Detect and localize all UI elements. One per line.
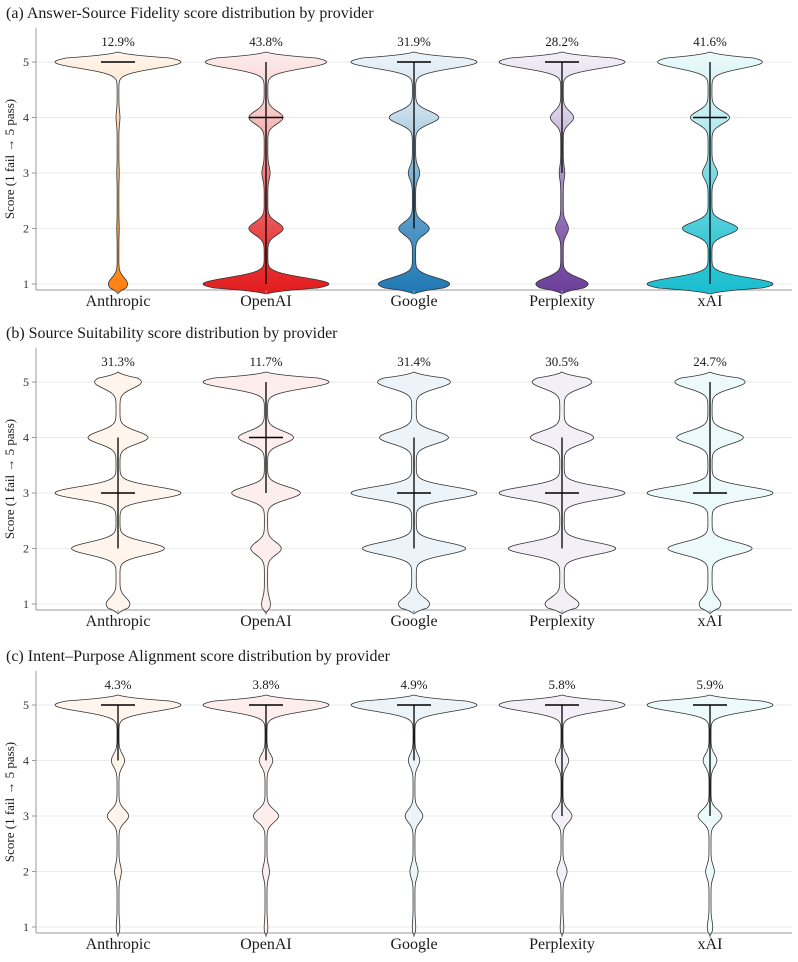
category-label-xai: xAI — [698, 293, 723, 310]
percent-annotation: 4.3% — [104, 677, 131, 692]
panel-title: (b) Source Suitability score distributio… — [6, 325, 338, 342]
panel-c: (c) Intent–Purpose Alignment score distr… — [2, 648, 792, 953]
y-tick-label: 1 — [23, 277, 29, 291]
y-tick-label: 4 — [23, 111, 29, 125]
y-tick-label: 2 — [23, 865, 29, 879]
panel-title: (c) Intent–Purpose Alignment score distr… — [6, 648, 391, 665]
y-tick-label: 1 — [23, 597, 29, 611]
category-label-perplexity: Perplexity — [529, 613, 595, 630]
y-tick-label: 1 — [23, 920, 29, 934]
category-label-openai: OpenAI — [240, 936, 292, 953]
percent-annotation: 41.6% — [693, 34, 727, 49]
percent-annotation: 30.5% — [545, 354, 579, 369]
category-label-google: Google — [390, 293, 437, 310]
percent-annotation: 31.4% — [397, 354, 431, 369]
y-tick-label: 2 — [23, 542, 29, 556]
y-axis-label: Score (1 fail → 5 pass) — [2, 742, 17, 862]
category-label-xai: xAI — [698, 936, 723, 953]
category-label-google: Google — [390, 936, 437, 953]
panel-title: (a) Answer-Source Fidelity score distrib… — [6, 5, 374, 22]
category-label-openai: OpenAI — [240, 293, 292, 310]
percent-annotation: 12.9% — [101, 34, 135, 49]
category-label-perplexity: Perplexity — [529, 293, 595, 310]
category-label-openai: OpenAI — [240, 613, 292, 630]
y-tick-label: 3 — [23, 486, 29, 500]
percent-annotation: 31.9% — [397, 34, 431, 49]
percent-annotation: 5.8% — [548, 677, 575, 692]
category-label-anthropic: Anthropic — [86, 936, 151, 953]
y-tick-label: 4 — [23, 754, 29, 768]
y-tick-label: 5 — [23, 375, 29, 389]
y-tick-label: 3 — [23, 809, 29, 823]
category-label-perplexity: Perplexity — [529, 936, 595, 953]
y-axis-label: Score (1 fail → 5 pass) — [2, 99, 17, 219]
y-axis-label: Score (1 fail → 5 pass) — [2, 419, 17, 539]
percent-annotation: 3.8% — [252, 677, 279, 692]
category-label-xai: xAI — [698, 613, 723, 630]
panels-root: (a) Answer-Source Fidelity score distrib… — [2, 5, 792, 953]
category-label-google: Google — [390, 613, 437, 630]
category-label-anthropic: Anthropic — [86, 293, 151, 310]
panel-a: (a) Answer-Source Fidelity score distrib… — [2, 5, 792, 310]
panel-b: (b) Source Suitability score distributio… — [2, 325, 792, 630]
y-tick-label: 2 — [23, 222, 29, 236]
category-label-anthropic: Anthropic — [86, 613, 151, 630]
percent-annotation: 43.8% — [249, 34, 283, 49]
y-tick-label: 5 — [23, 55, 29, 69]
percent-annotation: 5.9% — [696, 677, 723, 692]
y-tick-label: 5 — [23, 698, 29, 712]
y-tick-label: 4 — [23, 431, 29, 445]
percent-annotation: 11.7% — [249, 354, 282, 369]
percent-annotation: 31.3% — [101, 354, 135, 369]
percent-annotation: 24.7% — [693, 354, 727, 369]
y-tick-label: 3 — [23, 166, 29, 180]
percent-annotation: 4.9% — [400, 677, 427, 692]
percent-annotation: 28.2% — [545, 34, 579, 49]
